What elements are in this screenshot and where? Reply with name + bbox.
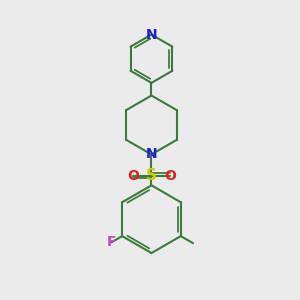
Text: N: N [146, 147, 157, 161]
Text: N: N [146, 28, 157, 42]
Text: F: F [107, 235, 116, 249]
Text: O: O [127, 169, 139, 183]
Text: O: O [164, 169, 176, 183]
Text: S: S [146, 168, 157, 183]
